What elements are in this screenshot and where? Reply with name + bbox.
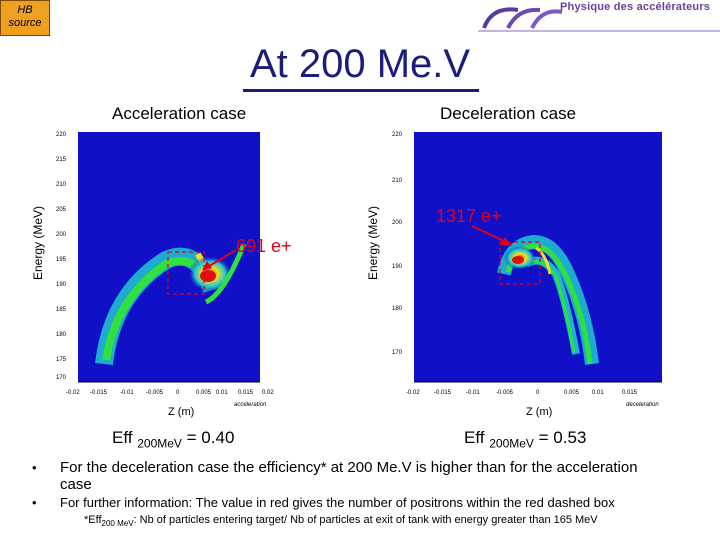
bullet-dot-icon: •	[32, 460, 37, 475]
left-x-tick: -0.015	[90, 390, 108, 396]
logo-text: Physique des accélérateurs	[560, 1, 711, 13]
right-x-tick: -0.015	[434, 390, 452, 396]
right-x-tick: 0.005	[564, 390, 580, 396]
right-x-tick: 0	[536, 390, 540, 396]
right-x-tick: -0.01	[466, 390, 480, 396]
left-x-axis-label: Z (m)	[168, 406, 195, 418]
left-x-ticks: -0.02 -0.015 -0.01 -0.005 0 0.005 0.01 0…	[66, 390, 274, 396]
left-y-tick: 175	[56, 357, 67, 363]
right-y-tick: 200	[392, 220, 403, 226]
right-eff-sub: 200MeV	[489, 436, 534, 451]
left-x-tick: -0.005	[146, 390, 164, 396]
left-x-tick: 0	[176, 390, 180, 396]
left-arrow-icon	[202, 249, 237, 271]
left-x-tick: 0.01	[216, 390, 228, 396]
right-eff-label: Eff	[464, 428, 485, 447]
left-x-tick: 0.015	[238, 390, 254, 396]
left-axis-word: acceleration	[234, 402, 267, 408]
right-x-axis-label: Z (m)	[526, 406, 553, 418]
deceleration-heading: Deceleration case	[440, 104, 577, 123]
footnote-sub: 200 MeV	[101, 519, 134, 529]
left-x-tick: 0.02	[262, 390, 274, 396]
left-y-tick: 185	[56, 307, 67, 313]
left-annotation: 691 e+	[236, 236, 292, 256]
right-y-tick: 170	[392, 350, 403, 356]
bullet-text: For further information: The value in re…	[60, 495, 615, 510]
right-axis-word: deceleration	[626, 402, 659, 408]
tag-line-1: HB	[17, 4, 33, 16]
left-y-tick: 195	[56, 257, 67, 263]
right-x-tick: -0.02	[406, 390, 420, 396]
acceleration-heading: Acceleration case	[112, 104, 247, 123]
left-y-ticks: 220 215 210 205 200 195 190 185 180 175 …	[56, 132, 67, 381]
footnote-text: : Nb of particles entering target/ Nb of…	[133, 514, 598, 526]
bullet-item: • For the deceleration case the efficien…	[32, 459, 660, 493]
left-y-tick: 210	[56, 182, 67, 188]
right-x-ticks: -0.02 -0.015 -0.01 -0.005 0 0.005 0.01 0…	[406, 390, 638, 396]
right-x-tick: 0.015	[622, 390, 638, 396]
footnote: *Eff200 MeV: Nb of particles entering ta…	[84, 514, 598, 528]
deceleration-density-plot: 220 210 200 190 180 170 -0.02 -0.015 -0.…	[392, 132, 662, 408]
left-x-tick: -0.02	[66, 390, 80, 396]
left-y-tick: 180	[56, 332, 67, 338]
right-y-tick: 180	[392, 306, 403, 312]
left-y-tick: 220	[56, 132, 67, 138]
tag-line-2: source	[8, 17, 42, 29]
lal-logo-icon	[478, 7, 720, 32]
hb-source-tag: HB source	[0, 0, 50, 36]
right-eff-value: = 0.53	[538, 428, 587, 447]
right-y-axis-label: Energy (MeV)	[366, 205, 380, 280]
right-x-tick: 0.01	[592, 390, 604, 396]
left-efficiency: Eff 200MeV = 0.40	[112, 428, 234, 450]
right-red-dashed-box	[499, 241, 541, 285]
right-efficiency: Eff 200MeV = 0.53	[464, 428, 586, 450]
left-x-tick: -0.01	[120, 390, 134, 396]
left-eff-value: = 0.40	[186, 428, 235, 447]
title-underline	[243, 89, 479, 92]
left-eff-label: Eff	[112, 428, 133, 447]
page-title: At 200 Me.V	[249, 42, 471, 86]
left-y-axis-label: Energy (MeV)	[31, 205, 45, 280]
right-y-tick: 190	[392, 264, 403, 270]
bullet-item: • For further information: The value in …	[32, 494, 680, 511]
bullet-text: For the deceleration case the efficiency…	[60, 459, 638, 493]
right-y-tick: 210	[392, 178, 403, 184]
left-y-tick: 215	[56, 157, 67, 163]
left-y-tick: 200	[56, 232, 67, 238]
left-red-dashed-box	[167, 251, 205, 295]
right-y-tick: 220	[392, 132, 403, 138]
left-x-tick: 0.005	[196, 390, 212, 396]
right-y-ticks: 220 210 200 190 180 170	[392, 132, 403, 356]
right-arrow-icon	[471, 225, 512, 246]
right-x-tick: -0.005	[496, 390, 514, 396]
right-annotation: 1317 e+	[436, 206, 502, 226]
bullet-dot-icon: •	[32, 495, 37, 510]
acceleration-density-plot: 220 215 210 205 200 195 190 185 180 175 …	[56, 132, 274, 408]
left-y-tick: 205	[56, 207, 67, 213]
left-y-tick: 190	[56, 282, 67, 288]
footnote-prefix: *Eff	[84, 514, 102, 526]
left-eff-sub: 200MeV	[137, 436, 182, 451]
left-y-tick: 170	[56, 375, 67, 381]
